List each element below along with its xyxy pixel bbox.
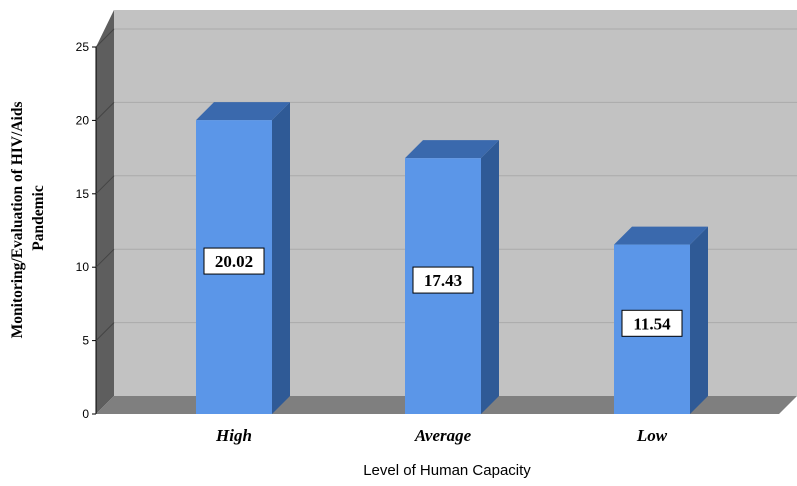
bar-side bbox=[272, 102, 290, 415]
gridline-wall bbox=[95, 28, 115, 48]
y-axis-label-line-2: Pandemic bbox=[30, 185, 47, 251]
x-axis-ticks: High Average Low bbox=[215, 426, 668, 445]
bar-low: 11.54 bbox=[614, 226, 708, 414]
gridline-wall bbox=[95, 322, 115, 341]
data-label-box bbox=[621, 309, 683, 337]
x-tick-label: Average bbox=[414, 426, 472, 445]
bar-average: 17.43 bbox=[405, 140, 499, 414]
bar-side bbox=[481, 140, 499, 414]
data-label: 20.02 bbox=[215, 252, 253, 271]
bars: 20.02 17.43 11.54 bbox=[196, 102, 708, 415]
data-label: 11.54 bbox=[633, 314, 671, 333]
gridline-wall bbox=[95, 102, 115, 121]
bar-side bbox=[690, 226, 708, 414]
y-tick-label: 20 bbox=[76, 113, 90, 127]
plot-left-wall bbox=[96, 10, 114, 414]
gridline-wall bbox=[95, 248, 115, 268]
x-tick-label: High bbox=[215, 426, 252, 445]
y-tick-label: 0 bbox=[82, 407, 89, 421]
y-axis-label-line-1: Monitoring/Evaluation of HIV/Aids bbox=[9, 102, 26, 339]
y-tick-label: 25 bbox=[76, 40, 90, 54]
data-label: 17.43 bbox=[424, 271, 462, 290]
bar-top bbox=[405, 140, 499, 159]
bar-top bbox=[196, 102, 290, 121]
data-label-box bbox=[203, 247, 265, 275]
y-axis-label: Monitoring/Evaluation of HIV/Aids Pandem… bbox=[9, 98, 47, 339]
y-tick-label: 15 bbox=[76, 187, 90, 201]
gridline-wall bbox=[95, 175, 115, 195]
x-axis-label: Level of Human Capacity bbox=[363, 462, 531, 479]
data-label-box bbox=[412, 266, 474, 294]
bar-top bbox=[614, 226, 708, 245]
y-axis-ticks: 0 5 10 15 20 25 bbox=[76, 40, 96, 421]
bar-high: 20.02 bbox=[196, 102, 290, 415]
x-tick-label: Low bbox=[636, 426, 668, 445]
y-tick-label: 5 bbox=[82, 334, 89, 348]
y-tick-label: 10 bbox=[76, 260, 90, 274]
